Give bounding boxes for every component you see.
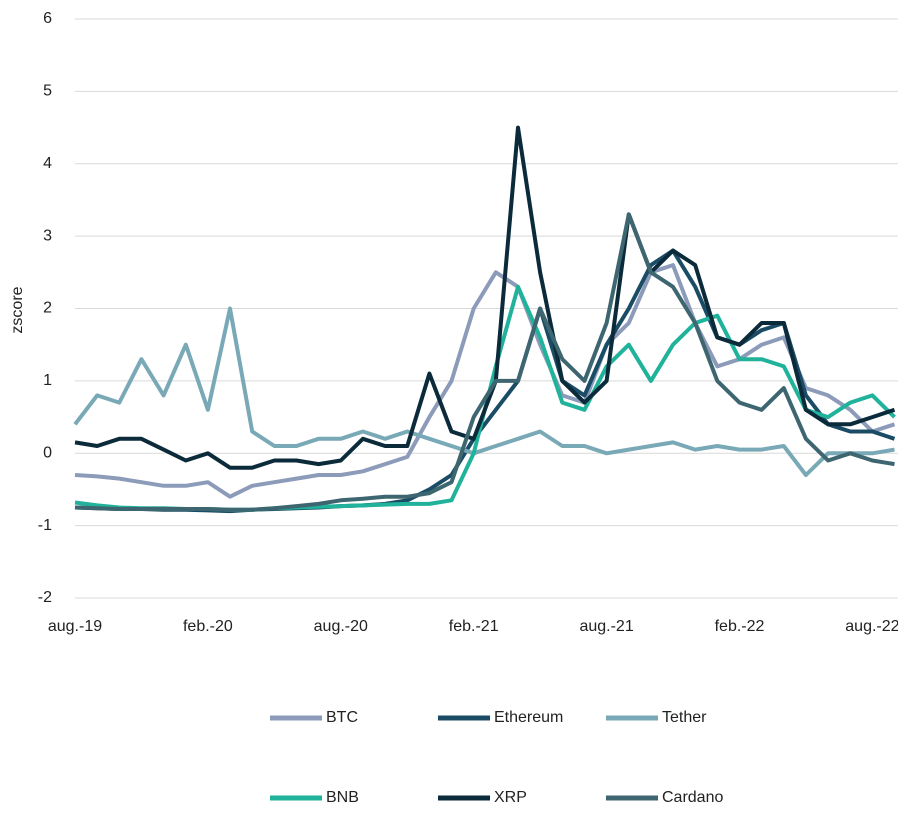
legend-label: Tether <box>662 709 707 726</box>
y-tick-label: 1 <box>43 372 52 389</box>
legend-label: Cardano <box>662 789 723 806</box>
y-tick-label: 4 <box>43 155 52 172</box>
y-axis-label: zscore <box>9 286 26 333</box>
y-tick-label: -2 <box>38 589 52 606</box>
x-tick-label: feb.-22 <box>715 618 765 635</box>
x-tick-label: feb.-20 <box>183 618 233 635</box>
legend-label: XRP <box>494 789 527 806</box>
legend-label: BTC <box>326 709 358 726</box>
y-tick-label: 2 <box>43 300 52 317</box>
x-tick-label: aug.-19 <box>48 618 102 635</box>
legend-label: Ethereum <box>494 709 563 726</box>
y-tick-label: 5 <box>43 83 52 100</box>
series-line <box>74 212 895 512</box>
y-tick-label: -1 <box>38 517 52 534</box>
y-tick-label: 3 <box>43 227 52 244</box>
x-tick-label: aug.-20 <box>314 618 368 635</box>
x-tick-label: feb.-21 <box>449 618 499 635</box>
series-line <box>74 263 896 499</box>
series-line <box>74 125 896 470</box>
x-tick-label: aug.-22 <box>845 618 898 635</box>
y-tick-label: 6 <box>43 10 52 27</box>
series-line <box>73 306 895 477</box>
legend-label: BNB <box>326 789 359 806</box>
x-tick-label: aug.-21 <box>579 618 633 635</box>
y-tick-label: 0 <box>43 444 52 461</box>
